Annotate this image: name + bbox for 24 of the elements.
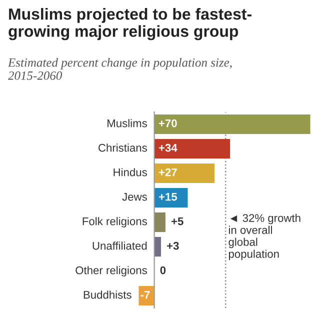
y-tick-label: Buddhists xyxy=(84,290,132,299)
bar xyxy=(154,212,166,232)
y-tick-label: Unaffiliated xyxy=(92,242,147,250)
data-label: -7 xyxy=(140,290,150,299)
y-tick-label: Folk religions xyxy=(82,217,147,228)
bar xyxy=(154,114,310,134)
bar xyxy=(138,286,154,306)
y-tick-label: Hindus xyxy=(114,168,147,176)
y-tick-label: Muslims xyxy=(108,119,147,128)
y-tick-label: Christians xyxy=(98,144,147,152)
data-label: +15 xyxy=(158,192,178,201)
bar xyxy=(154,163,214,184)
data-label: +5 xyxy=(171,217,184,226)
chart-title: Muslims projected to be fastest-growing major religious group xyxy=(8,8,252,40)
y-tick-label: Jews xyxy=(122,192,147,201)
data-label: +70 xyxy=(158,119,177,128)
data-label: +3 xyxy=(167,242,179,250)
y-tick-label: Other religions xyxy=(76,266,147,276)
chart-subtitle: Estimated percent change in population size, 2015-2060 xyxy=(8,58,232,80)
ref-line-label: ◄ 32% growth in overall global population xyxy=(228,214,300,260)
bar xyxy=(154,138,230,159)
data-label: 0 xyxy=(160,266,166,274)
data-label: +34 xyxy=(158,144,178,152)
data-label: +27 xyxy=(158,168,177,176)
